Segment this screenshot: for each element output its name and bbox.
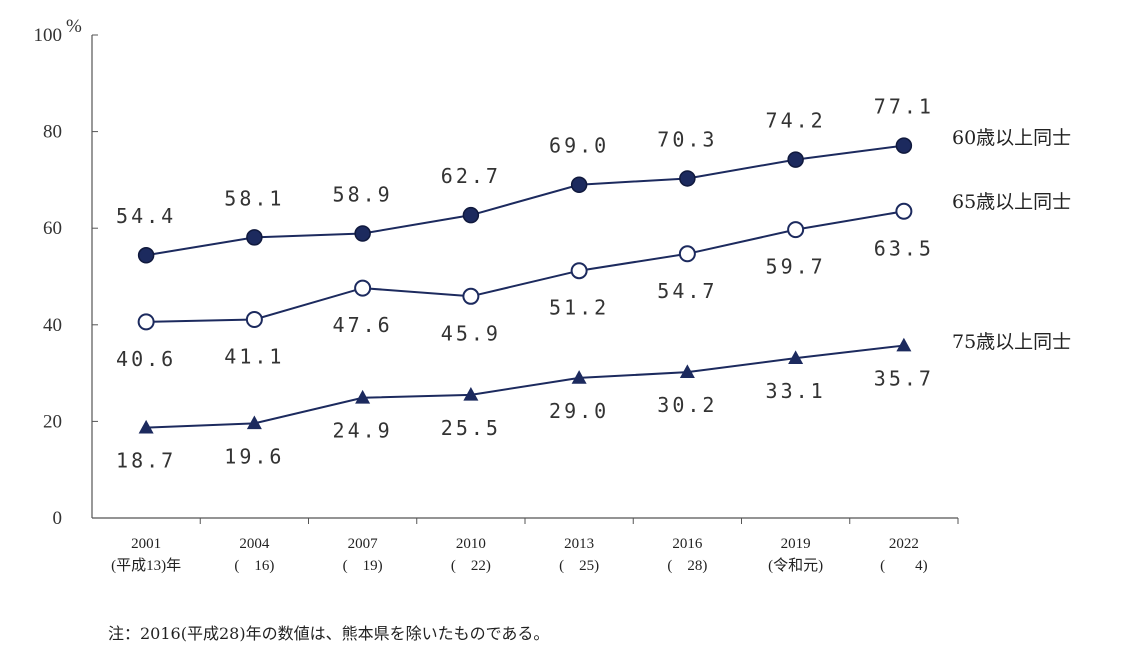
data-point [246,415,262,430]
data-label: 19.6 [224,444,284,468]
data-point [137,313,155,331]
y-unit-label: % [66,16,82,37]
series-name-label: 65歳以上同士 [952,191,1071,213]
x-category-era: (平成13)年 [111,557,181,574]
data-label: 58.9 [333,183,393,207]
data-label: 18.7 [116,449,176,473]
series-name-label: 75歳以上同士 [952,331,1071,353]
series-line [146,344,904,429]
y-tick-label: 80 [43,122,62,143]
data-label: 69.0 [549,134,609,158]
data-point [246,229,263,246]
data-label: 30.2 [657,393,717,417]
x-category-era: (令和元) [768,557,823,574]
data-label: 74.2 [766,109,826,133]
series-line [146,210,905,323]
x-category-year: 2013 [564,536,594,552]
x-category-era: ( 16) [234,558,274,574]
data-label: 25.5 [441,416,501,440]
x-category-year: 2007 [348,536,379,552]
data-point [678,245,696,263]
data-label: 54.4 [116,204,176,228]
data-point [462,287,480,305]
y-tick-label: 40 [43,315,62,336]
footnote: 注：2016(平成28)年の数値は、熊本県を除いたものである。 [108,624,550,643]
data-point [571,370,587,384]
series-group: 54.4 58.1 58.9 62.7 69.0 70.3 74.2 77.1 60歳以上同士 4… [116,95,1071,473]
data-label: 45.9 [441,321,501,345]
y-axis-ticks: 0 20 40 60 80 100% [34,16,98,529]
data-label: 70.3 [657,127,717,151]
data-point [137,246,155,264]
data-point [462,206,480,224]
x-category-era: ( 19) [343,558,383,574]
data-point [355,389,371,404]
x-category-era: ( 4) [880,558,928,574]
data-label: 63.5 [874,236,934,260]
data-label: 77.1 [874,95,934,119]
data-point [679,364,695,378]
data-point [463,387,479,401]
x-axis-categories: 2001 (平成13)年 2004 ( 16) 2007 ( 19) 2010 ( 22) 20… [111,518,959,574]
data-label: 62.7 [441,164,501,188]
x-category-year: 2016 [672,536,703,552]
data-label: 40.6 [116,347,176,371]
x-category-era: ( 28) [667,558,707,574]
series-line [145,144,905,257]
x-category-era: ( 25) [559,558,599,574]
chart-axes [91,35,958,519]
series-3: 18.7 19.6 24.9 25.5 29.0 30.2 33.1 35.7 75歳以上同士 [116,331,1071,473]
data-point [570,176,588,193]
data-point [895,202,913,220]
data-point [354,225,371,242]
data-label: 41.1 [224,344,284,368]
x-category-era: ( 22) [451,558,491,574]
data-label: 35.7 [874,367,934,391]
x-category-year: 2004 [239,536,270,552]
x-category-year: 2019 [781,536,811,552]
line-chart: 0 20 40 60 80 100% 2001 (平成13)年 2004 ( 16) 2007 ( … [34,16,1072,574]
x-category-year: 2022 [889,536,919,552]
data-point [787,151,804,168]
y-tick-label: 0 [53,508,63,529]
data-label: 47.6 [333,313,393,337]
data-point [138,419,154,434]
data-label: 54.7 [657,279,717,303]
data-label: 51.2 [549,296,609,320]
data-point [895,137,913,154]
data-label: 33.1 [766,379,826,403]
data-point [679,170,696,187]
x-category-year: 2010 [456,536,486,552]
series-name-label: 60歳以上同士 [952,127,1071,149]
data-label: 59.7 [766,255,826,279]
y-tick-label: 100 [34,25,63,46]
y-tick-label: 60 [43,218,62,239]
y-tick-label: 20 [43,411,62,432]
data-point [354,279,372,297]
data-label: 24.9 [333,419,393,443]
x-category-year: 2001 [131,536,161,552]
data-point [896,337,912,352]
data-point [570,262,588,280]
data-point [787,221,805,239]
series-2: 40.6 41.1 47.6 45.9 51.2 54.7 59.7 63.5 65歳以上同士 [116,191,1071,371]
series-1: 54.4 58.1 58.9 62.7 69.0 70.3 74.2 77.1 60歳以上同士 [116,95,1071,264]
data-label: 58.1 [224,186,284,210]
data-point [788,350,804,364]
data-point [245,310,263,328]
data-label: 29.0 [549,399,609,423]
